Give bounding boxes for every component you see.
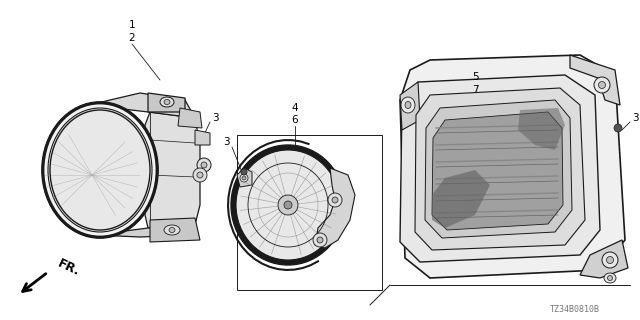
Text: 6: 6 (292, 115, 298, 125)
Ellipse shape (240, 174, 248, 182)
Text: 1: 1 (129, 20, 135, 30)
Text: 5: 5 (472, 72, 478, 82)
Text: 3: 3 (223, 137, 229, 147)
Text: 3: 3 (212, 113, 218, 123)
Polygon shape (518, 108, 565, 150)
Ellipse shape (231, 145, 345, 265)
Polygon shape (415, 88, 585, 250)
Ellipse shape (284, 201, 292, 209)
Polygon shape (178, 108, 202, 128)
Ellipse shape (160, 97, 174, 107)
Ellipse shape (317, 237, 323, 243)
Ellipse shape (236, 150, 340, 260)
Polygon shape (195, 130, 210, 145)
Polygon shape (148, 93, 185, 112)
Polygon shape (432, 112, 563, 230)
Text: TZ34B0810B: TZ34B0810B (550, 306, 600, 315)
Text: 3: 3 (632, 113, 638, 123)
Text: 7: 7 (472, 85, 478, 95)
Ellipse shape (405, 101, 411, 108)
Ellipse shape (241, 169, 247, 175)
Ellipse shape (164, 225, 180, 235)
Ellipse shape (197, 172, 203, 178)
Ellipse shape (604, 273, 616, 283)
Polygon shape (237, 168, 252, 187)
Ellipse shape (193, 168, 207, 182)
Ellipse shape (598, 82, 605, 89)
Bar (237, 135, 382, 290)
Ellipse shape (42, 102, 158, 238)
Ellipse shape (614, 124, 622, 132)
Ellipse shape (242, 176, 246, 180)
Ellipse shape (48, 108, 152, 232)
Polygon shape (425, 100, 572, 238)
Polygon shape (432, 170, 490, 228)
Polygon shape (400, 75, 600, 262)
Text: FR.: FR. (56, 257, 83, 279)
Polygon shape (150, 218, 200, 242)
Ellipse shape (164, 100, 170, 105)
Polygon shape (400, 55, 625, 278)
Polygon shape (570, 55, 620, 105)
Ellipse shape (602, 252, 618, 268)
Ellipse shape (278, 195, 298, 215)
Ellipse shape (201, 162, 207, 168)
Ellipse shape (169, 228, 175, 233)
Ellipse shape (607, 276, 612, 281)
Ellipse shape (313, 233, 327, 247)
Ellipse shape (197, 158, 211, 172)
Text: 2: 2 (129, 33, 135, 43)
Polygon shape (145, 112, 200, 228)
Polygon shape (580, 240, 628, 278)
Polygon shape (315, 168, 355, 248)
Text: 4: 4 (292, 103, 298, 113)
Polygon shape (95, 225, 195, 237)
Ellipse shape (607, 257, 614, 263)
Ellipse shape (401, 97, 415, 113)
Ellipse shape (594, 77, 610, 93)
Ellipse shape (328, 193, 342, 207)
Ellipse shape (332, 197, 338, 203)
Polygon shape (90, 93, 195, 118)
Polygon shape (400, 82, 420, 130)
